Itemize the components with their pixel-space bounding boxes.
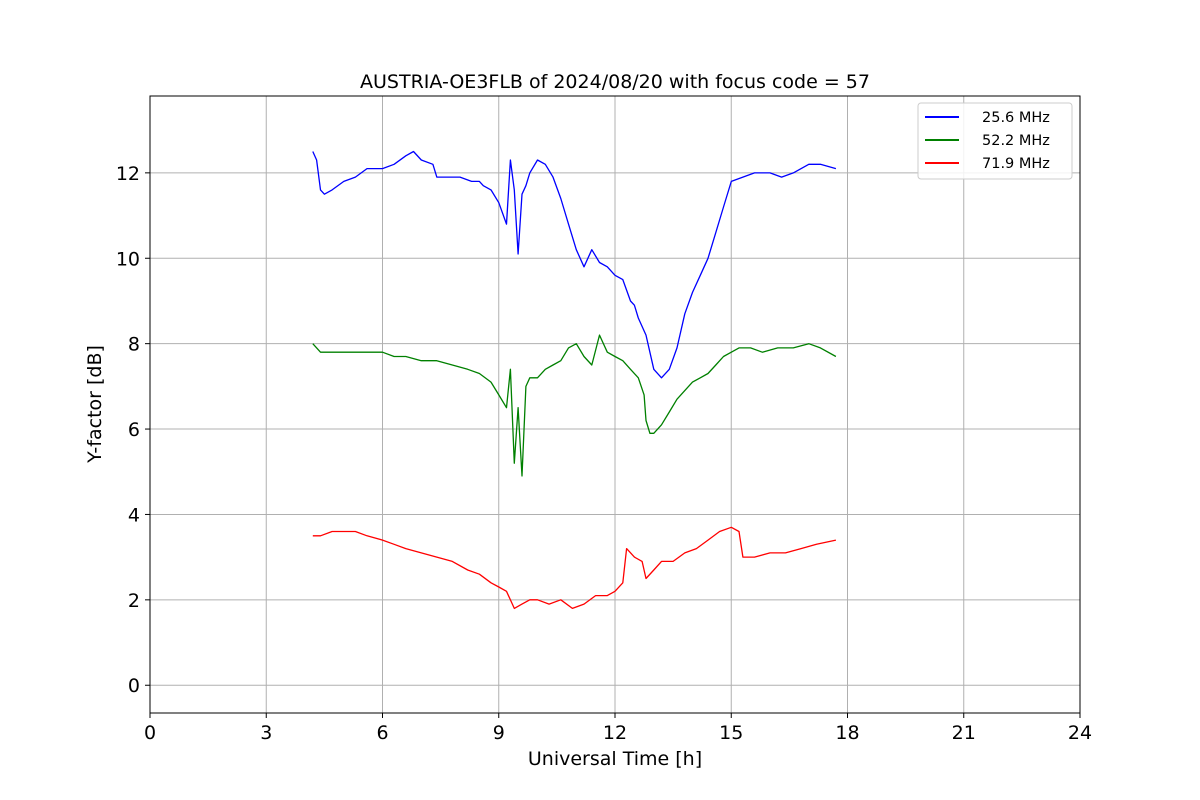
x-tick-label: 24 xyxy=(1068,722,1092,744)
y-tick-label: 8 xyxy=(128,334,140,356)
x-axis-ticks: 0 3 6 9 12 15 18 21 24 xyxy=(144,713,1092,744)
y-tick-label: 4 xyxy=(128,504,140,526)
x-tick-label: 0 xyxy=(144,722,156,744)
y-tick-label: 12 xyxy=(116,163,140,185)
y-tick-label: 2 xyxy=(128,590,140,612)
legend-label-1: 25.6 MHz xyxy=(982,110,1050,126)
legend: 25.6 MHz 52.2 MHz 71.9 MHz xyxy=(917,102,1073,180)
x-tick-label: 21 xyxy=(952,722,976,744)
legend-box xyxy=(917,102,1073,180)
chart-title: AUSTRIA-OE3FLB of 2024/08/20 with focus … xyxy=(360,71,870,93)
y-tick-label: 10 xyxy=(116,248,140,270)
series-line-3 xyxy=(312,526,837,610)
series-line-2 xyxy=(312,334,837,477)
legend-label-2: 52.2 MHz xyxy=(982,133,1050,149)
y-axis-ticks: 0 2 4 6 8 10 12 xyxy=(116,163,150,697)
x-tick-label: 12 xyxy=(603,722,627,744)
x-tick-label: 3 xyxy=(260,722,272,744)
series-lines xyxy=(312,150,837,610)
y-axis-label: Y-factor [dB] xyxy=(84,345,106,464)
x-tick-label: 6 xyxy=(376,722,388,744)
x-axis-label: Universal Time [h] xyxy=(528,748,702,770)
x-tick-label: 18 xyxy=(835,722,859,744)
series-line-1 xyxy=(312,150,837,379)
x-tick-label: 15 xyxy=(719,722,743,744)
grid xyxy=(149,96,1081,713)
legend-label-3: 71.9 MHz xyxy=(982,156,1050,172)
y-tick-label: 6 xyxy=(128,419,140,441)
x-tick-label: 9 xyxy=(493,722,505,744)
y-tick-label: 0 xyxy=(128,675,140,697)
